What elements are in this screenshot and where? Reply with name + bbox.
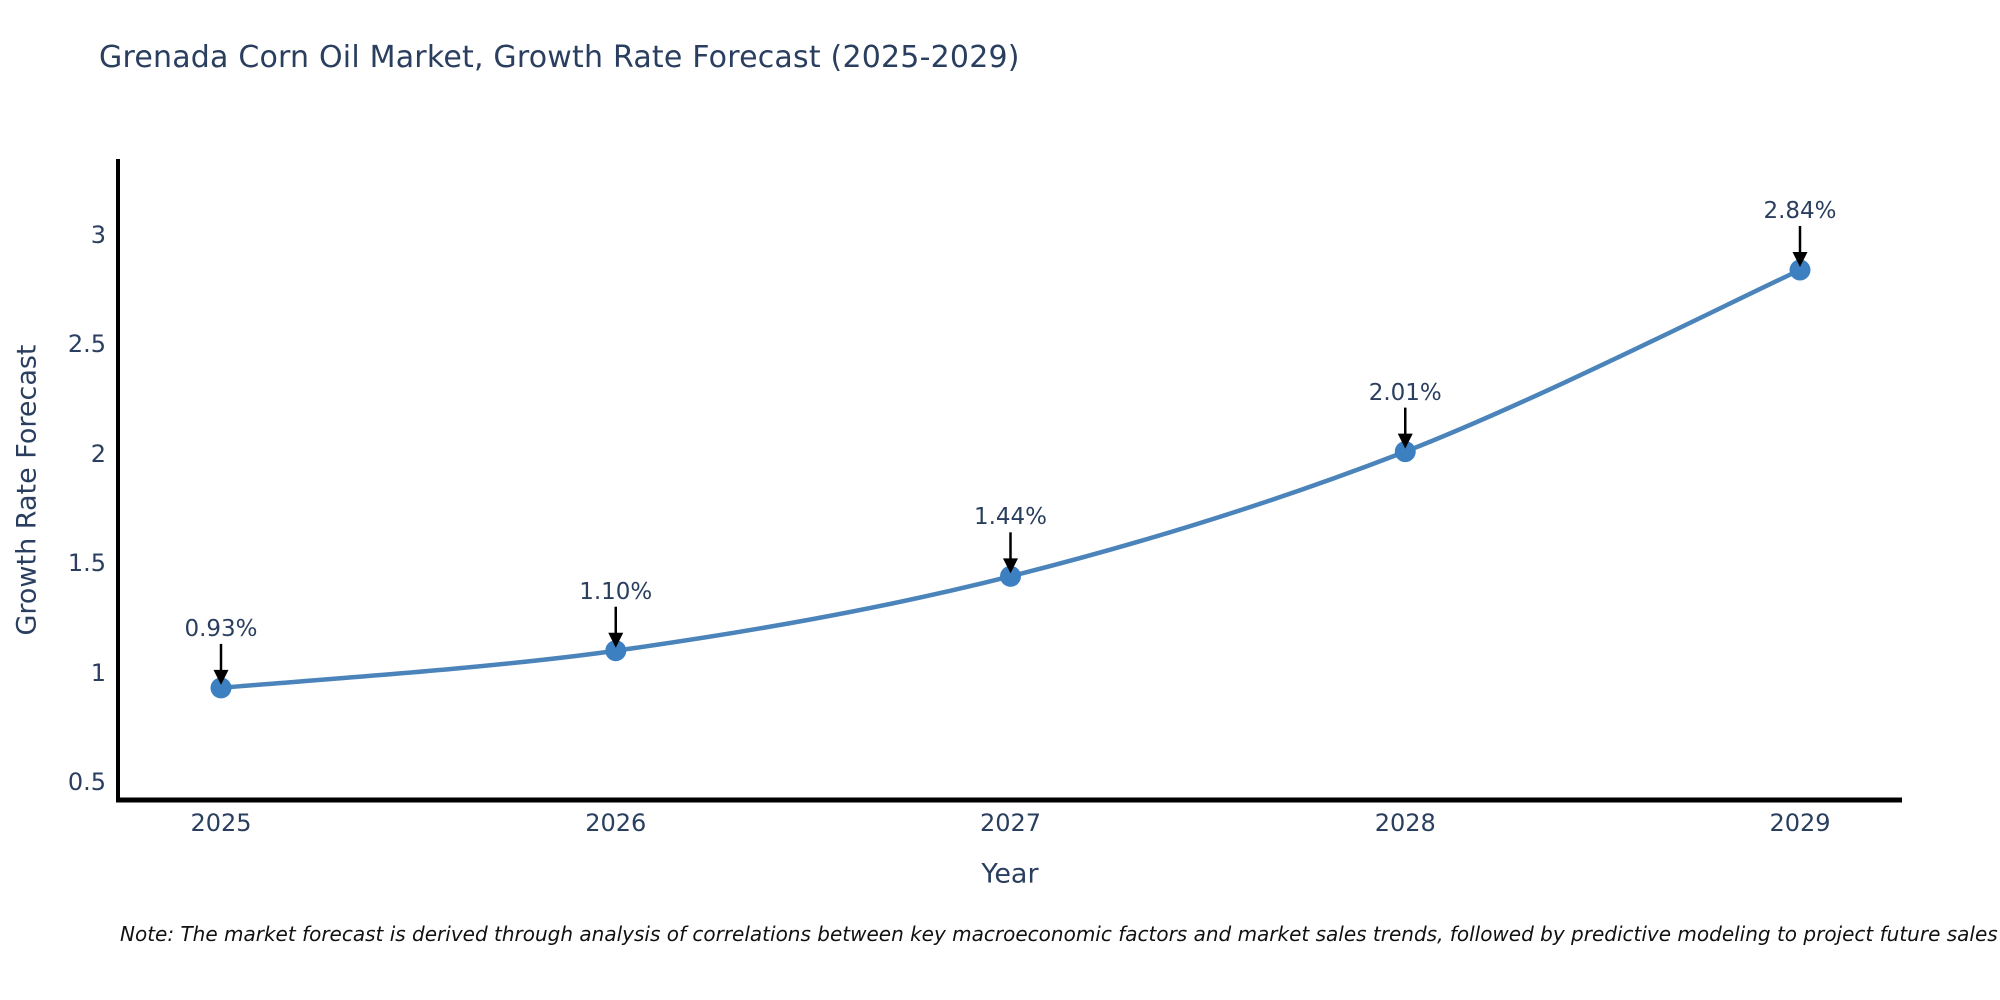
x-tick-label: 2026 (585, 809, 647, 837)
data-point-marker (1394, 441, 1416, 463)
x-tick-label: 2028 (1374, 809, 1436, 837)
data-point-marker (605, 640, 627, 662)
data-point-marker (1000, 565, 1021, 587)
data-point-label: 2.01% (1368, 379, 1442, 406)
y-tick-label: 2.5 (67, 330, 106, 359)
x-tick-label: 2029 (1769, 809, 1831, 837)
annotation-arrow-head (1397, 433, 1413, 449)
annotation-arrow-head (1003, 558, 1018, 574)
x-tick-label: 2027 (979, 809, 1042, 837)
y-tick-label: 0.5 (67, 768, 106, 796)
data-point-marker (210, 677, 232, 699)
footnote: Note: The market forecast is derived thr… (120, 922, 1998, 946)
annotation-arrow-head (608, 632, 624, 648)
data-point-label: 1.10% (579, 578, 653, 605)
y-tick-label: 1.5 (67, 549, 106, 578)
annotation-arrow-head (213, 669, 229, 685)
trend-line (218, 267, 1803, 691)
x-tick-label: 2025 (190, 809, 252, 837)
y-tick-label: 1 (90, 658, 106, 687)
data-point-label: 0.93% (184, 615, 258, 642)
data-point-label: 2.84% (1763, 198, 1837, 224)
chart-title: Grenada Corn Oil Market, Growth Rate For… (99, 40, 1020, 75)
x-axis-title: Year (981, 858, 1039, 890)
y-axis-title: Growth Rate Forecast (11, 344, 43, 636)
y-tick-label: 2 (90, 439, 106, 468)
data-point-marker (1789, 259, 1811, 281)
data-point-label: 1.44% (973, 504, 1048, 531)
y-tick-label: 3 (90, 221, 106, 249)
annotation-arrow-head (1792, 252, 1808, 268)
